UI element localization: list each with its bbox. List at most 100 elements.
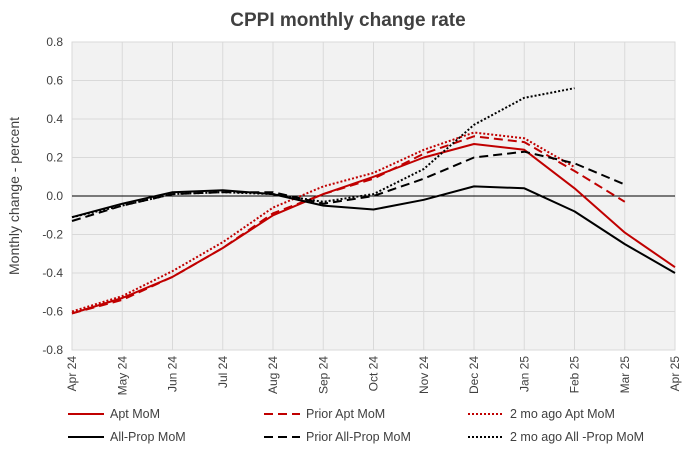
- series-line: [71, 135, 626, 315]
- data-point: [524, 142, 525, 143]
- series-line: [71, 185, 676, 274]
- data-point: [423, 149, 424, 150]
- data-point: [122, 203, 123, 204]
- y-tick-label: -0.2: [42, 228, 63, 242]
- data-point: [373, 172, 374, 173]
- series-line: [71, 143, 676, 315]
- data-point: [122, 296, 123, 297]
- x-axis-ticks: Apr 24 May 24 Jun 24 Jul 24 Aug 24 Sep 24 Oct …: [65, 356, 682, 396]
- data-point: [323, 205, 324, 206]
- data-point: [524, 149, 525, 150]
- data-point: [222, 190, 223, 191]
- x-tick-label: Nov 24: [417, 356, 431, 394]
- data-point: [474, 144, 475, 145]
- x-tick-label: Apr 25: [668, 356, 682, 392]
- data-point: [524, 138, 525, 139]
- data-point: [624, 244, 625, 245]
- data-point: [122, 205, 123, 206]
- y-tick-label: 0.4: [46, 112, 63, 126]
- data-point: [423, 153, 424, 154]
- legend-label: 2 mo ago Apt MoM: [510, 407, 615, 421]
- series-2: [71, 135, 626, 315]
- series-3: [71, 131, 575, 313]
- data-point: [172, 271, 173, 272]
- series-4: [71, 185, 676, 274]
- data-point: [474, 124, 475, 125]
- data-point: [423, 169, 424, 170]
- data-point: [574, 163, 575, 164]
- x-tick-label: May 24: [115, 356, 129, 396]
- legend-item: All-Prop MoM: [68, 430, 186, 444]
- data-point: [423, 178, 424, 179]
- series-line: [71, 150, 626, 222]
- data-point: [373, 178, 374, 179]
- x-tick-label: Jun 24: [166, 356, 180, 392]
- data-point: [273, 194, 274, 195]
- x-tick-label: Aug 24: [266, 356, 280, 394]
- data-point: [72, 313, 73, 314]
- data-point: [222, 242, 223, 243]
- x-tick-label: Feb 25: [568, 356, 582, 394]
- series-line: [71, 87, 575, 219]
- data-point: [273, 192, 274, 193]
- data-point: [373, 194, 374, 195]
- data-point: [323, 186, 324, 187]
- y-tick-label: 0.0: [46, 189, 63, 203]
- data-point: [273, 207, 274, 208]
- data-point: [172, 276, 173, 277]
- legend: Apt MoM Prior Apt MoM 2 mo ago Apt MoM All-…: [68, 407, 644, 444]
- series-group: [71, 87, 676, 315]
- legend-item: Prior All-Prop MoM: [264, 430, 411, 444]
- data-point: [574, 88, 575, 89]
- data-point: [72, 311, 73, 312]
- data-point: [273, 215, 274, 216]
- data-point: [574, 167, 575, 168]
- legend-item: 2 mo ago All -Prop MoM: [468, 430, 644, 444]
- data-point: [474, 132, 475, 133]
- x-tick-label: Dec 24: [467, 356, 481, 394]
- data-point: [72, 217, 73, 218]
- data-point: [273, 213, 274, 214]
- x-tick-label: Sep 24: [316, 356, 330, 394]
- data-point: [172, 192, 173, 193]
- x-tick-label: Apr 24: [65, 356, 79, 392]
- legend-label: Apt MoM: [110, 407, 160, 421]
- data-point: [524, 97, 525, 98]
- data-point: [222, 192, 223, 193]
- y-tick-label: 0.8: [46, 35, 63, 49]
- data-point: [574, 188, 575, 189]
- data-point: [323, 203, 324, 204]
- data-point: [172, 194, 173, 195]
- data-point: [624, 201, 625, 202]
- y-axis-ticks: -0.8 -0.6 -0.4 -0.2 0.0 0.2 0.4 0.6 0.8: [42, 35, 63, 357]
- legend-label: All-Prop MoM: [110, 430, 186, 444]
- data-point: [373, 196, 374, 197]
- data-point: [675, 273, 676, 274]
- legend-label: Prior Apt MoM: [306, 407, 385, 421]
- data-point: [222, 247, 223, 248]
- x-tick-label: Mar 25: [618, 356, 632, 394]
- data-point: [323, 201, 324, 202]
- data-point: [474, 136, 475, 137]
- data-point: [423, 157, 424, 158]
- y-tick-label: -0.4: [42, 266, 63, 280]
- data-point: [675, 267, 676, 268]
- x-tick-label: Jan 25: [517, 356, 531, 392]
- legend-item: Prior Apt MoM: [264, 407, 385, 421]
- data-point: [423, 199, 424, 200]
- y-tick-label: 0.6: [46, 74, 63, 88]
- data-point: [373, 176, 374, 177]
- data-point: [524, 151, 525, 152]
- series-line: [71, 131, 575, 313]
- data-point: [122, 299, 123, 300]
- data-point: [524, 188, 525, 189]
- data-point: [474, 186, 475, 187]
- data-point: [72, 221, 73, 222]
- data-point: [323, 194, 324, 195]
- y-axis-label: Monthly change - percent: [6, 117, 22, 275]
- data-point: [122, 298, 123, 299]
- data-point: [474, 157, 475, 158]
- data-point: [624, 184, 625, 185]
- series-5: [71, 150, 626, 222]
